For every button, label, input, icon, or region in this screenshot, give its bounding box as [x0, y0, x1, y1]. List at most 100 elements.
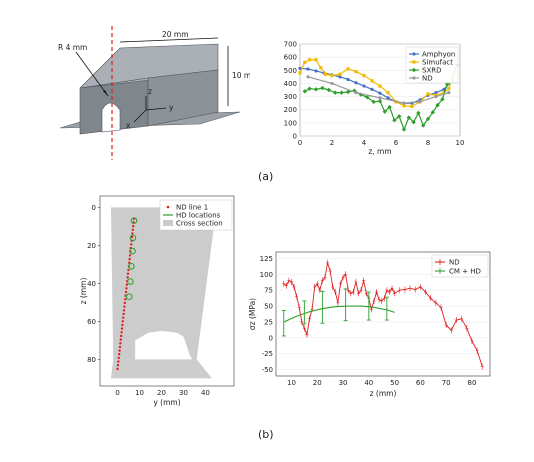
nd-point — [122, 312, 125, 316]
data-point — [324, 72, 328, 76]
caption-b: (b) — [258, 428, 274, 441]
data-point — [434, 91, 438, 95]
x-tick-label: 10 — [135, 389, 144, 397]
nd-point — [122, 309, 126, 312]
nd-point — [119, 338, 122, 341]
x-tick-label: 2 — [330, 139, 334, 147]
nd-point — [130, 235, 134, 239]
legend-marker — [411, 67, 417, 73]
nd-point — [116, 367, 119, 371]
label-width: 20 mm — [162, 30, 189, 39]
hd-marker — [128, 263, 135, 270]
hd-marker — [129, 234, 137, 242]
x-tick-label: 0 — [298, 139, 302, 147]
nd-point — [120, 331, 123, 334]
data-point — [338, 72, 342, 76]
data-point — [362, 84, 366, 88]
data-point — [426, 92, 430, 96]
data-point — [402, 101, 406, 105]
x-tick-label: 70 — [442, 379, 451, 387]
series-line — [283, 305, 395, 323]
part-schematic: R 4 mm 20 mm 10 mm z y x — [58, 26, 250, 160]
x-tick-label: 50 — [390, 379, 399, 387]
data-point — [339, 90, 344, 95]
legend-entry: ND — [449, 259, 460, 267]
data-point — [386, 96, 390, 100]
data-point — [354, 70, 358, 74]
x-tick-label: 6 — [394, 139, 399, 147]
nd-point — [128, 257, 131, 261]
data-point — [411, 120, 416, 125]
nd-point — [116, 364, 120, 367]
series-nd — [282, 259, 484, 370]
x-tick-label: 0 — [115, 389, 119, 397]
label-z: z — [148, 87, 152, 96]
x-tick-label: 10 — [287, 379, 296, 387]
data-point — [397, 114, 402, 119]
data-point — [330, 73, 334, 78]
data-point — [392, 118, 397, 123]
nd-point — [128, 261, 131, 264]
data-point — [425, 116, 431, 122]
x-tick-label: 4 — [362, 139, 367, 147]
x-tick-label: 40 — [364, 379, 373, 387]
nd-point — [123, 305, 126, 308]
data-point — [377, 98, 383, 104]
data-point — [402, 104, 406, 108]
y-tick-label: 60 — [87, 318, 96, 326]
data-point — [346, 77, 350, 82]
nd-point — [118, 345, 122, 349]
y-axis-label: σz (MPa) — [248, 298, 257, 330]
x-tick-label: 8 — [426, 139, 430, 147]
data-point — [308, 58, 312, 62]
nd-point — [120, 327, 124, 330]
x-tick-label: 80 — [467, 379, 476, 387]
data-point — [298, 66, 302, 70]
label-height: 10 mm — [232, 71, 250, 80]
data-point — [338, 75, 342, 79]
arch-cut — [101, 102, 121, 133]
nd-point — [121, 323, 124, 327]
nd-point — [131, 232, 134, 235]
legend-entry: HD locations — [176, 212, 221, 220]
cross-section-cavity — [135, 330, 193, 360]
y-tick-label: 500 — [284, 67, 297, 75]
data-point — [306, 67, 310, 71]
y-tick-label: 300 — [284, 93, 297, 101]
label-radius: R 4 mm — [58, 43, 87, 52]
nd-point — [128, 254, 132, 257]
data-point — [333, 90, 338, 95]
data-point — [303, 60, 307, 64]
data-point — [306, 75, 310, 79]
nd-point — [125, 283, 129, 286]
data-point — [370, 87, 374, 91]
legend-entry: Simufact — [422, 59, 453, 67]
legend-entry: Amphyon — [422, 51, 455, 59]
label-x: x — [126, 121, 131, 130]
hd-marker — [129, 247, 136, 255]
data-point — [434, 94, 438, 99]
data-point — [365, 95, 370, 100]
x-tick-label: 60 — [416, 379, 425, 387]
data-point — [410, 104, 414, 109]
nd-point — [131, 228, 135, 231]
nd-point — [123, 301, 127, 305]
y-tick-label: 0 — [293, 133, 297, 141]
x-tick-label: 40 — [201, 389, 210, 397]
data-point — [435, 102, 440, 108]
nd-point — [117, 360, 120, 363]
nd-point — [117, 353, 121, 356]
nd-point — [124, 298, 127, 301]
data-point — [330, 81, 334, 86]
legend-box — [431, 254, 489, 278]
legend-entry: SXRD — [422, 67, 442, 75]
data-point — [326, 87, 331, 93]
y-tick-label: 100 — [284, 119, 297, 127]
y-tick-label: 50 — [264, 303, 273, 311]
hd-marker — [127, 278, 134, 285]
legend-entry: Cross section — [176, 220, 223, 228]
data-point — [319, 66, 323, 70]
